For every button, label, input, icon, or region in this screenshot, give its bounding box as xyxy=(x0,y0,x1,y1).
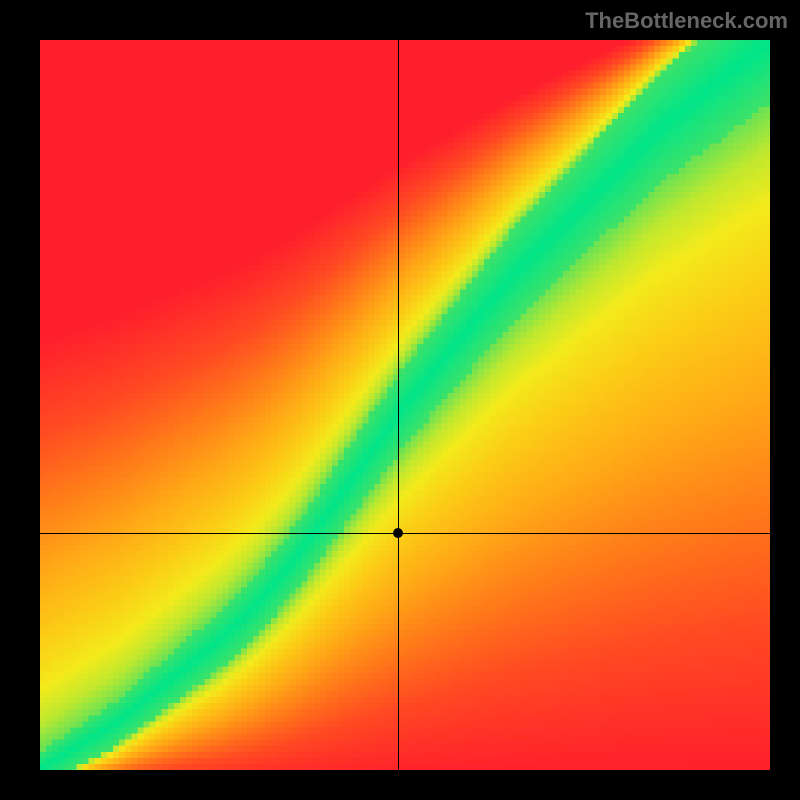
crosshair-vertical xyxy=(398,40,399,770)
heatmap-canvas xyxy=(40,40,770,770)
crosshair-horizontal xyxy=(40,533,770,534)
bottleneck-heatmap xyxy=(40,40,770,770)
crosshair-marker xyxy=(393,528,403,538)
watermark-text: TheBottleneck.com xyxy=(585,8,788,34)
